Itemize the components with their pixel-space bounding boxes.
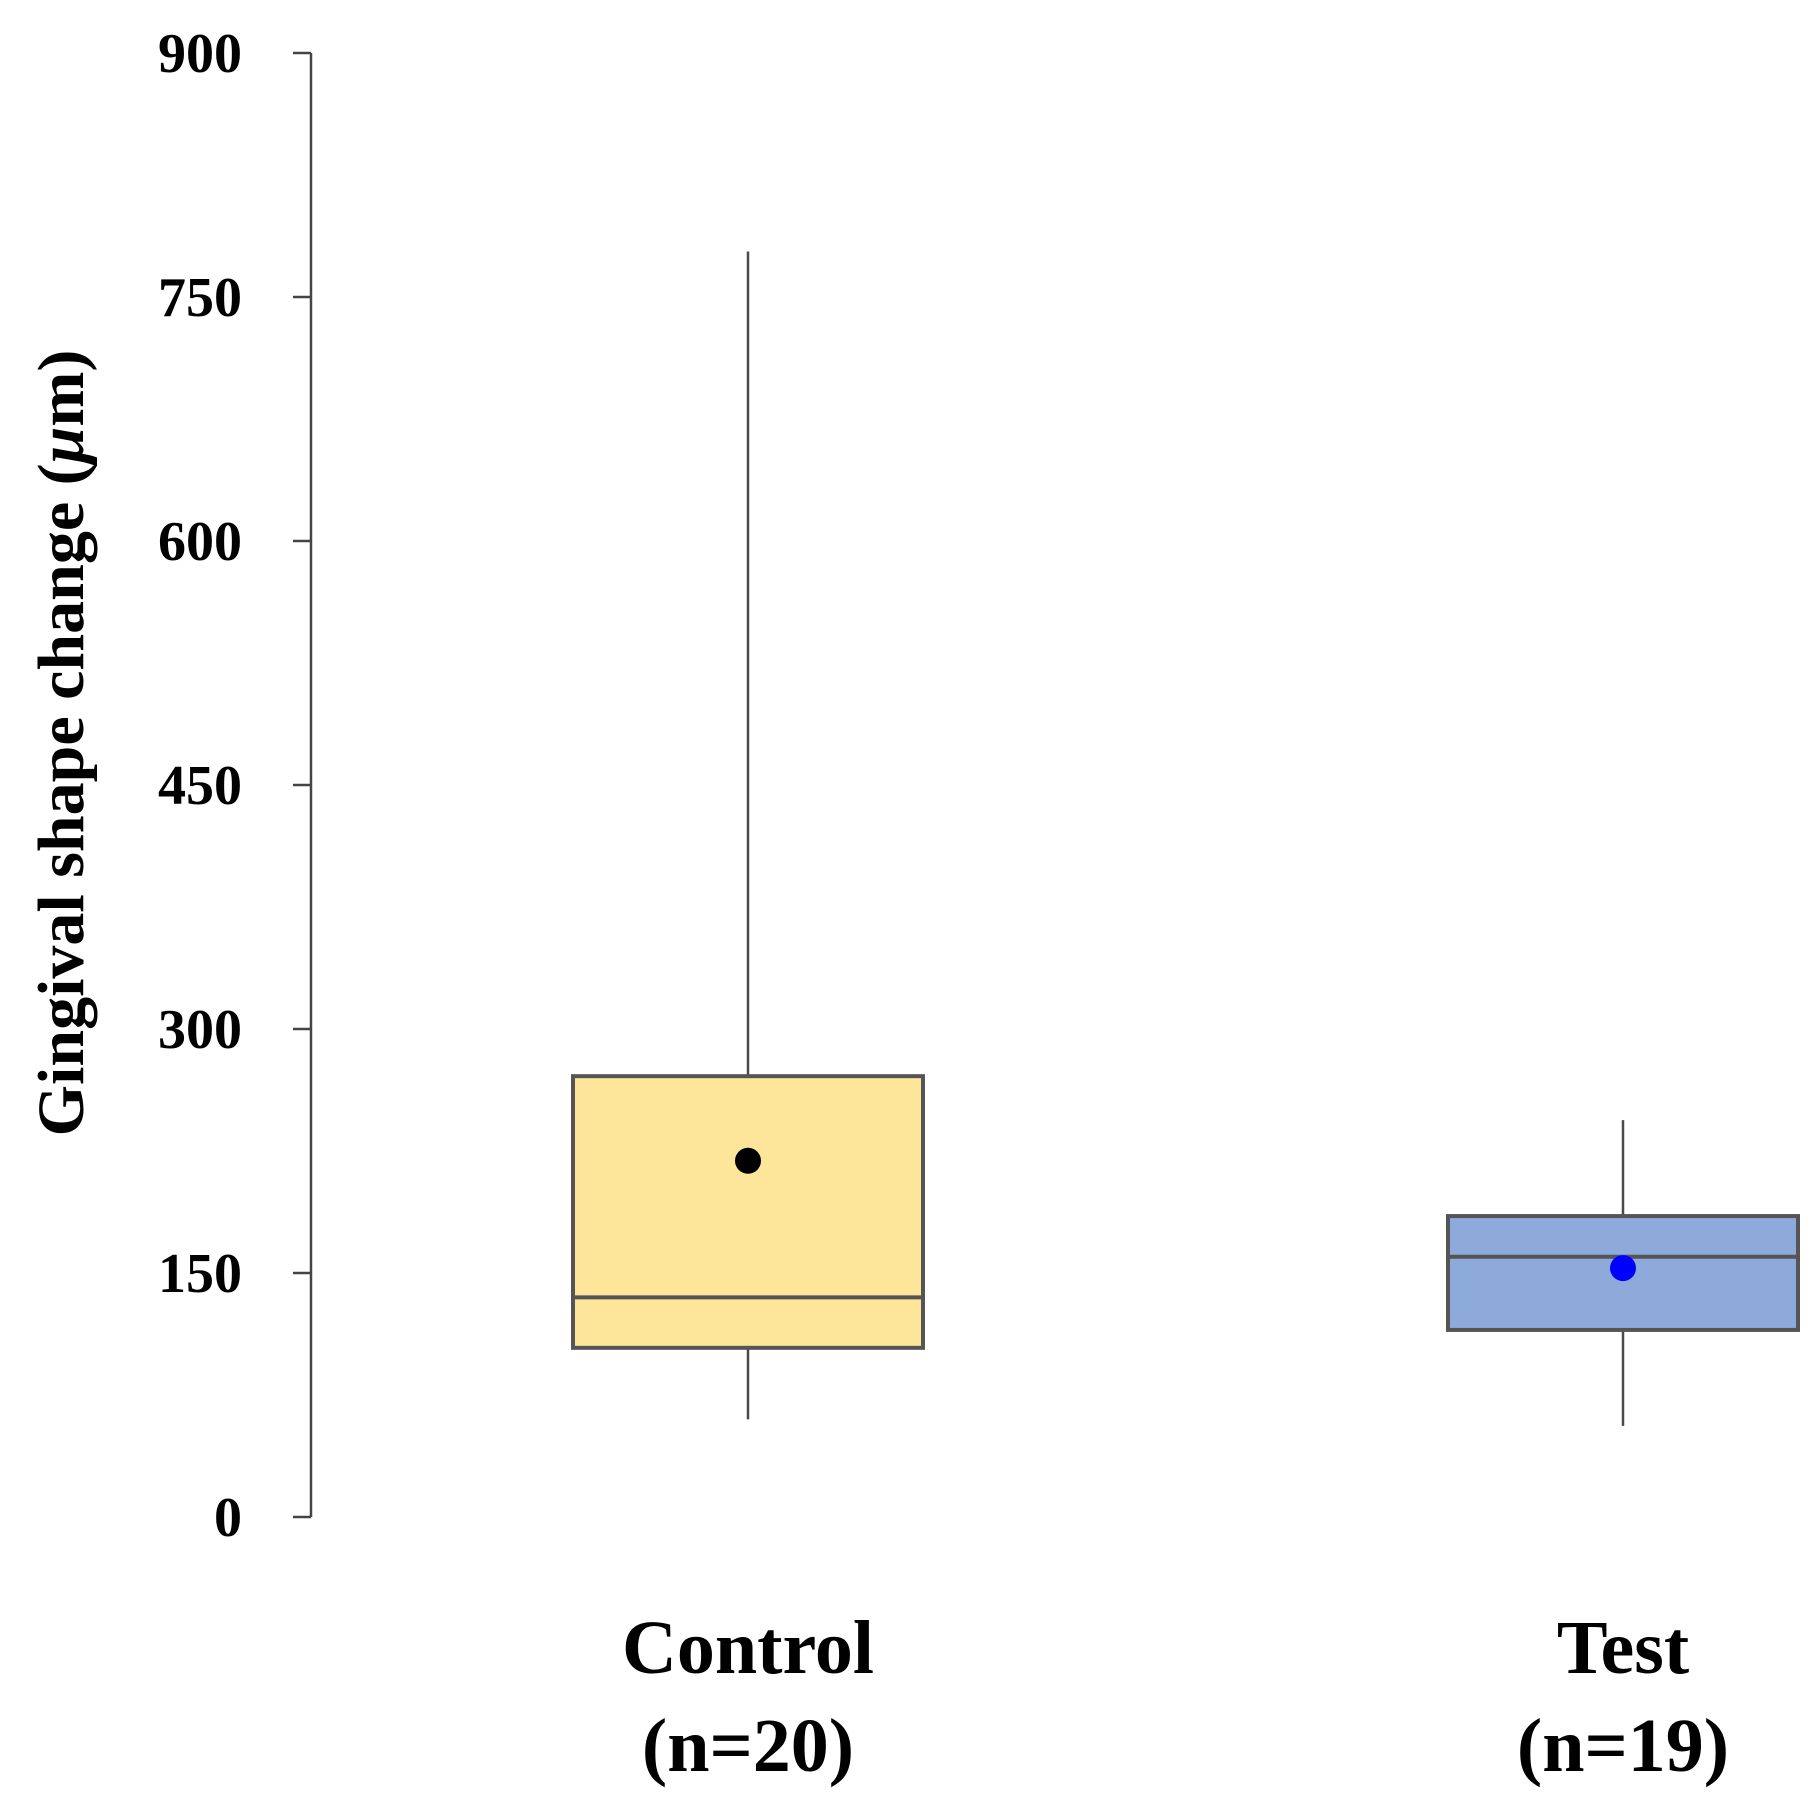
- y-axis-title: Gingival shape change (μm): [25, 350, 98, 1137]
- box-iqr: [571, 1074, 925, 1350]
- y-axis-ticks: 0 150 300 450 600 750 900: [158, 23, 311, 1549]
- y-tick-label: 450: [158, 755, 242, 817]
- y-axis: 0 150 300 450 600 750 900: [158, 23, 313, 1549]
- mean-marker: [735, 1147, 761, 1174]
- y-axis-title-prefix: Gingival shape change (: [25, 463, 98, 1136]
- x-category-n-label: (n=20): [642, 1704, 854, 1788]
- y-tick-label: 300: [158, 999, 242, 1061]
- y-tick-label: 150: [158, 1243, 242, 1305]
- box-series: [571, 251, 1800, 1426]
- x-axis-category-labels: Control (n=20) Test (n=19): [622, 1606, 1729, 1788]
- x-category-label: Test: [1557, 1606, 1689, 1690]
- y-axis-title-unit-greek: μ: [25, 427, 98, 467]
- x-category-label: Control: [622, 1606, 874, 1690]
- y-tick-label: 900: [158, 23, 242, 85]
- x-category-n-label: (n=19): [1517, 1704, 1729, 1788]
- box-test: [1446, 1120, 1800, 1426]
- box-control: [571, 251, 925, 1420]
- mean-marker: [1610, 1255, 1636, 1282]
- y-axis-title-suffix: m): [25, 350, 98, 427]
- y-tick-label: 600: [158, 511, 242, 573]
- y-tick-label: 0: [214, 1487, 242, 1549]
- y-tick-label: 750: [158, 267, 242, 329]
